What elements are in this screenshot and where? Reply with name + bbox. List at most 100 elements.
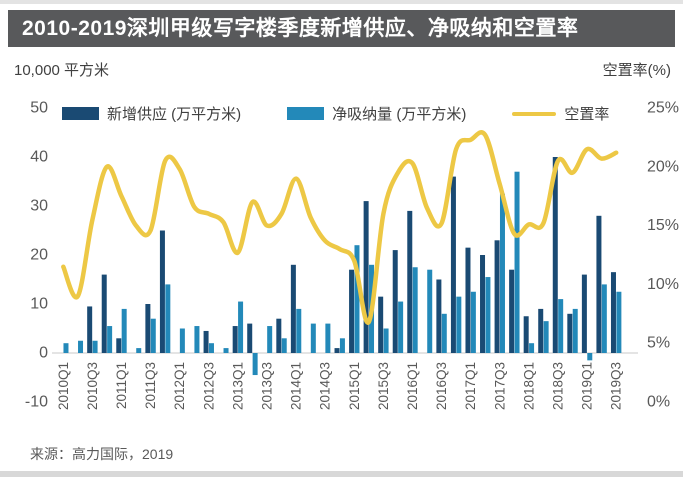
x-axis-tick-label: 2011Q1 (114, 362, 129, 409)
absorption-bar (121, 308, 127, 353)
supply-bar (509, 269, 515, 353)
supply-bar (363, 201, 369, 353)
absorption-bar (587, 353, 593, 361)
absorption-bar (223, 348, 229, 353)
supply-bar (480, 255, 486, 353)
supply-bar (392, 250, 398, 353)
vacancy-line (61, 130, 619, 325)
y-axis-tick-label-left: 0 (39, 345, 48, 362)
x-axis-tick-label: 2010Q1 (56, 362, 71, 410)
y-axis-tick-label-right: 10% (647, 276, 679, 293)
supply-bar (232, 326, 238, 353)
absorption-bar (238, 301, 244, 353)
y-axis-tick-label-left: 50 (30, 100, 48, 117)
absorption-bar (107, 326, 113, 353)
absorption-bar (92, 340, 98, 353)
absorption-bar (281, 338, 287, 353)
legend-label-net-absorption: 净吸纳量 (万平方米) (332, 106, 467, 123)
x-axis-tick-label: 2015Q3 (376, 362, 391, 410)
supply-bar (276, 318, 282, 353)
x-axis-tick-label: 2010Q3 (85, 362, 100, 410)
y-axis-tick-label-left: 20 (30, 247, 48, 264)
legend-item-new-supply: 新增供应 (万平方米) (62, 103, 241, 124)
absorption-bar (383, 328, 389, 353)
y-axis-tick-label-right: 15% (647, 217, 679, 234)
supply-bar (378, 296, 384, 353)
absorption-bar (136, 348, 142, 353)
absorption-bar (514, 171, 520, 353)
supply-bar (159, 230, 165, 353)
absorption-bar (470, 291, 476, 353)
x-axis-tick-label: 2019Q1 (580, 362, 595, 410)
absorption-bar (427, 269, 433, 353)
x-axis-tick-label: 2013Q3 (259, 362, 274, 410)
x-axis-tick-label: 2012Q3 (201, 362, 216, 410)
absorption-bar (499, 193, 505, 353)
chart-title-bar: 2010-2019深圳甲级写字楼季度新增供应、净吸纳和空置率 (8, 10, 675, 47)
vacancy-rate-swatch (512, 111, 557, 116)
supply-bar (334, 348, 340, 353)
chart-title: 2010-2019深圳甲级写字楼季度新增供应、净吸纳和空置率 (22, 17, 579, 40)
absorption-bar (558, 299, 564, 353)
absorption-bar (398, 301, 404, 353)
absorption-bar (441, 313, 447, 353)
supply-bar (407, 210, 413, 353)
absorption-bar (456, 296, 462, 353)
absorption-bar (150, 318, 156, 353)
y-axis-tick-label-right: 25% (647, 100, 679, 117)
legend-item-net-absorption: 净吸纳量 (万平方米) (287, 103, 466, 124)
source-note: 来源：高力国际，2019 (30, 446, 174, 462)
absorption-bar (310, 323, 316, 353)
absorption-bar (179, 328, 185, 353)
x-axis-tick-label: 2017Q1 (463, 362, 478, 410)
supply-bar (290, 264, 296, 353)
right-axis-unit-label: 空置率(%) (602, 62, 671, 79)
x-axis-tick-label: 2016Q1 (405, 362, 420, 410)
x-axis-tick-label: 2014Q1 (289, 362, 304, 410)
supply-bar (523, 316, 529, 353)
y-axis-tick-label-left: -10 (25, 394, 48, 411)
x-axis-tick-label: 2014Q3 (318, 362, 333, 410)
legend-label-new-supply: 新增供应 (万平方米) (107, 106, 242, 123)
absorption-bar (529, 343, 535, 353)
supply-bar (610, 272, 616, 353)
legend-item-vacancy-rate: 空置率 (512, 103, 609, 124)
supply-bar (465, 247, 471, 353)
supply-bar (494, 240, 500, 353)
absorption-bar (296, 308, 302, 353)
absorption-bar (616, 291, 622, 353)
new-supply-swatch (62, 107, 99, 120)
supply-bar (203, 330, 209, 353)
supply-bar (145, 304, 151, 353)
supply-bar (247, 323, 253, 353)
x-axis-tick-label: 2016Q3 (434, 362, 449, 410)
x-axis-tick-label: 2011Q3 (143, 362, 158, 409)
supply-bar (581, 274, 587, 353)
supply-bar (349, 269, 355, 353)
chart-plot-area: 50 40 30 20 10 0 -10 25% 20% 15% 10% 5% 0% 2010Q1 2010… (0, 94, 683, 439)
y-axis-tick-label-left: 30 (30, 198, 48, 215)
net-absorption-swatch (287, 107, 325, 120)
chart-canvas: 50 40 30 20 10 0 -10 25% 20% 15% 10% 5% 0% 2010Q1 2010… (25, 100, 679, 411)
x-axis-tick-label: 2017Q3 (492, 362, 507, 410)
absorption-bar (485, 277, 491, 353)
absorption-bar (252, 353, 258, 376)
absorption-bar (165, 284, 171, 353)
supply-bar (87, 306, 93, 353)
y-axis-tick-label-left: 40 (30, 149, 48, 166)
absorption-bar (339, 338, 345, 353)
supply-bar (567, 313, 573, 353)
x-axis-tick-label: 2018Q3 (550, 362, 565, 410)
y-axis-tick-label-left: 10 (30, 296, 48, 313)
supply-bar (552, 157, 558, 353)
absorption-bar (78, 340, 84, 353)
x-axis-tick-label: 2012Q1 (172, 362, 187, 410)
absorption-bar (325, 323, 331, 353)
y-axis-tick-label-right: 20% (647, 158, 679, 175)
left-axis-unit-label: 10,000 平方米 (14, 62, 110, 79)
absorption-bar (543, 321, 549, 353)
x-axis-tick-label: 2018Q1 (521, 362, 536, 410)
supply-bar (596, 215, 602, 353)
x-axis-tick-label: 2019Q3 (609, 362, 624, 410)
